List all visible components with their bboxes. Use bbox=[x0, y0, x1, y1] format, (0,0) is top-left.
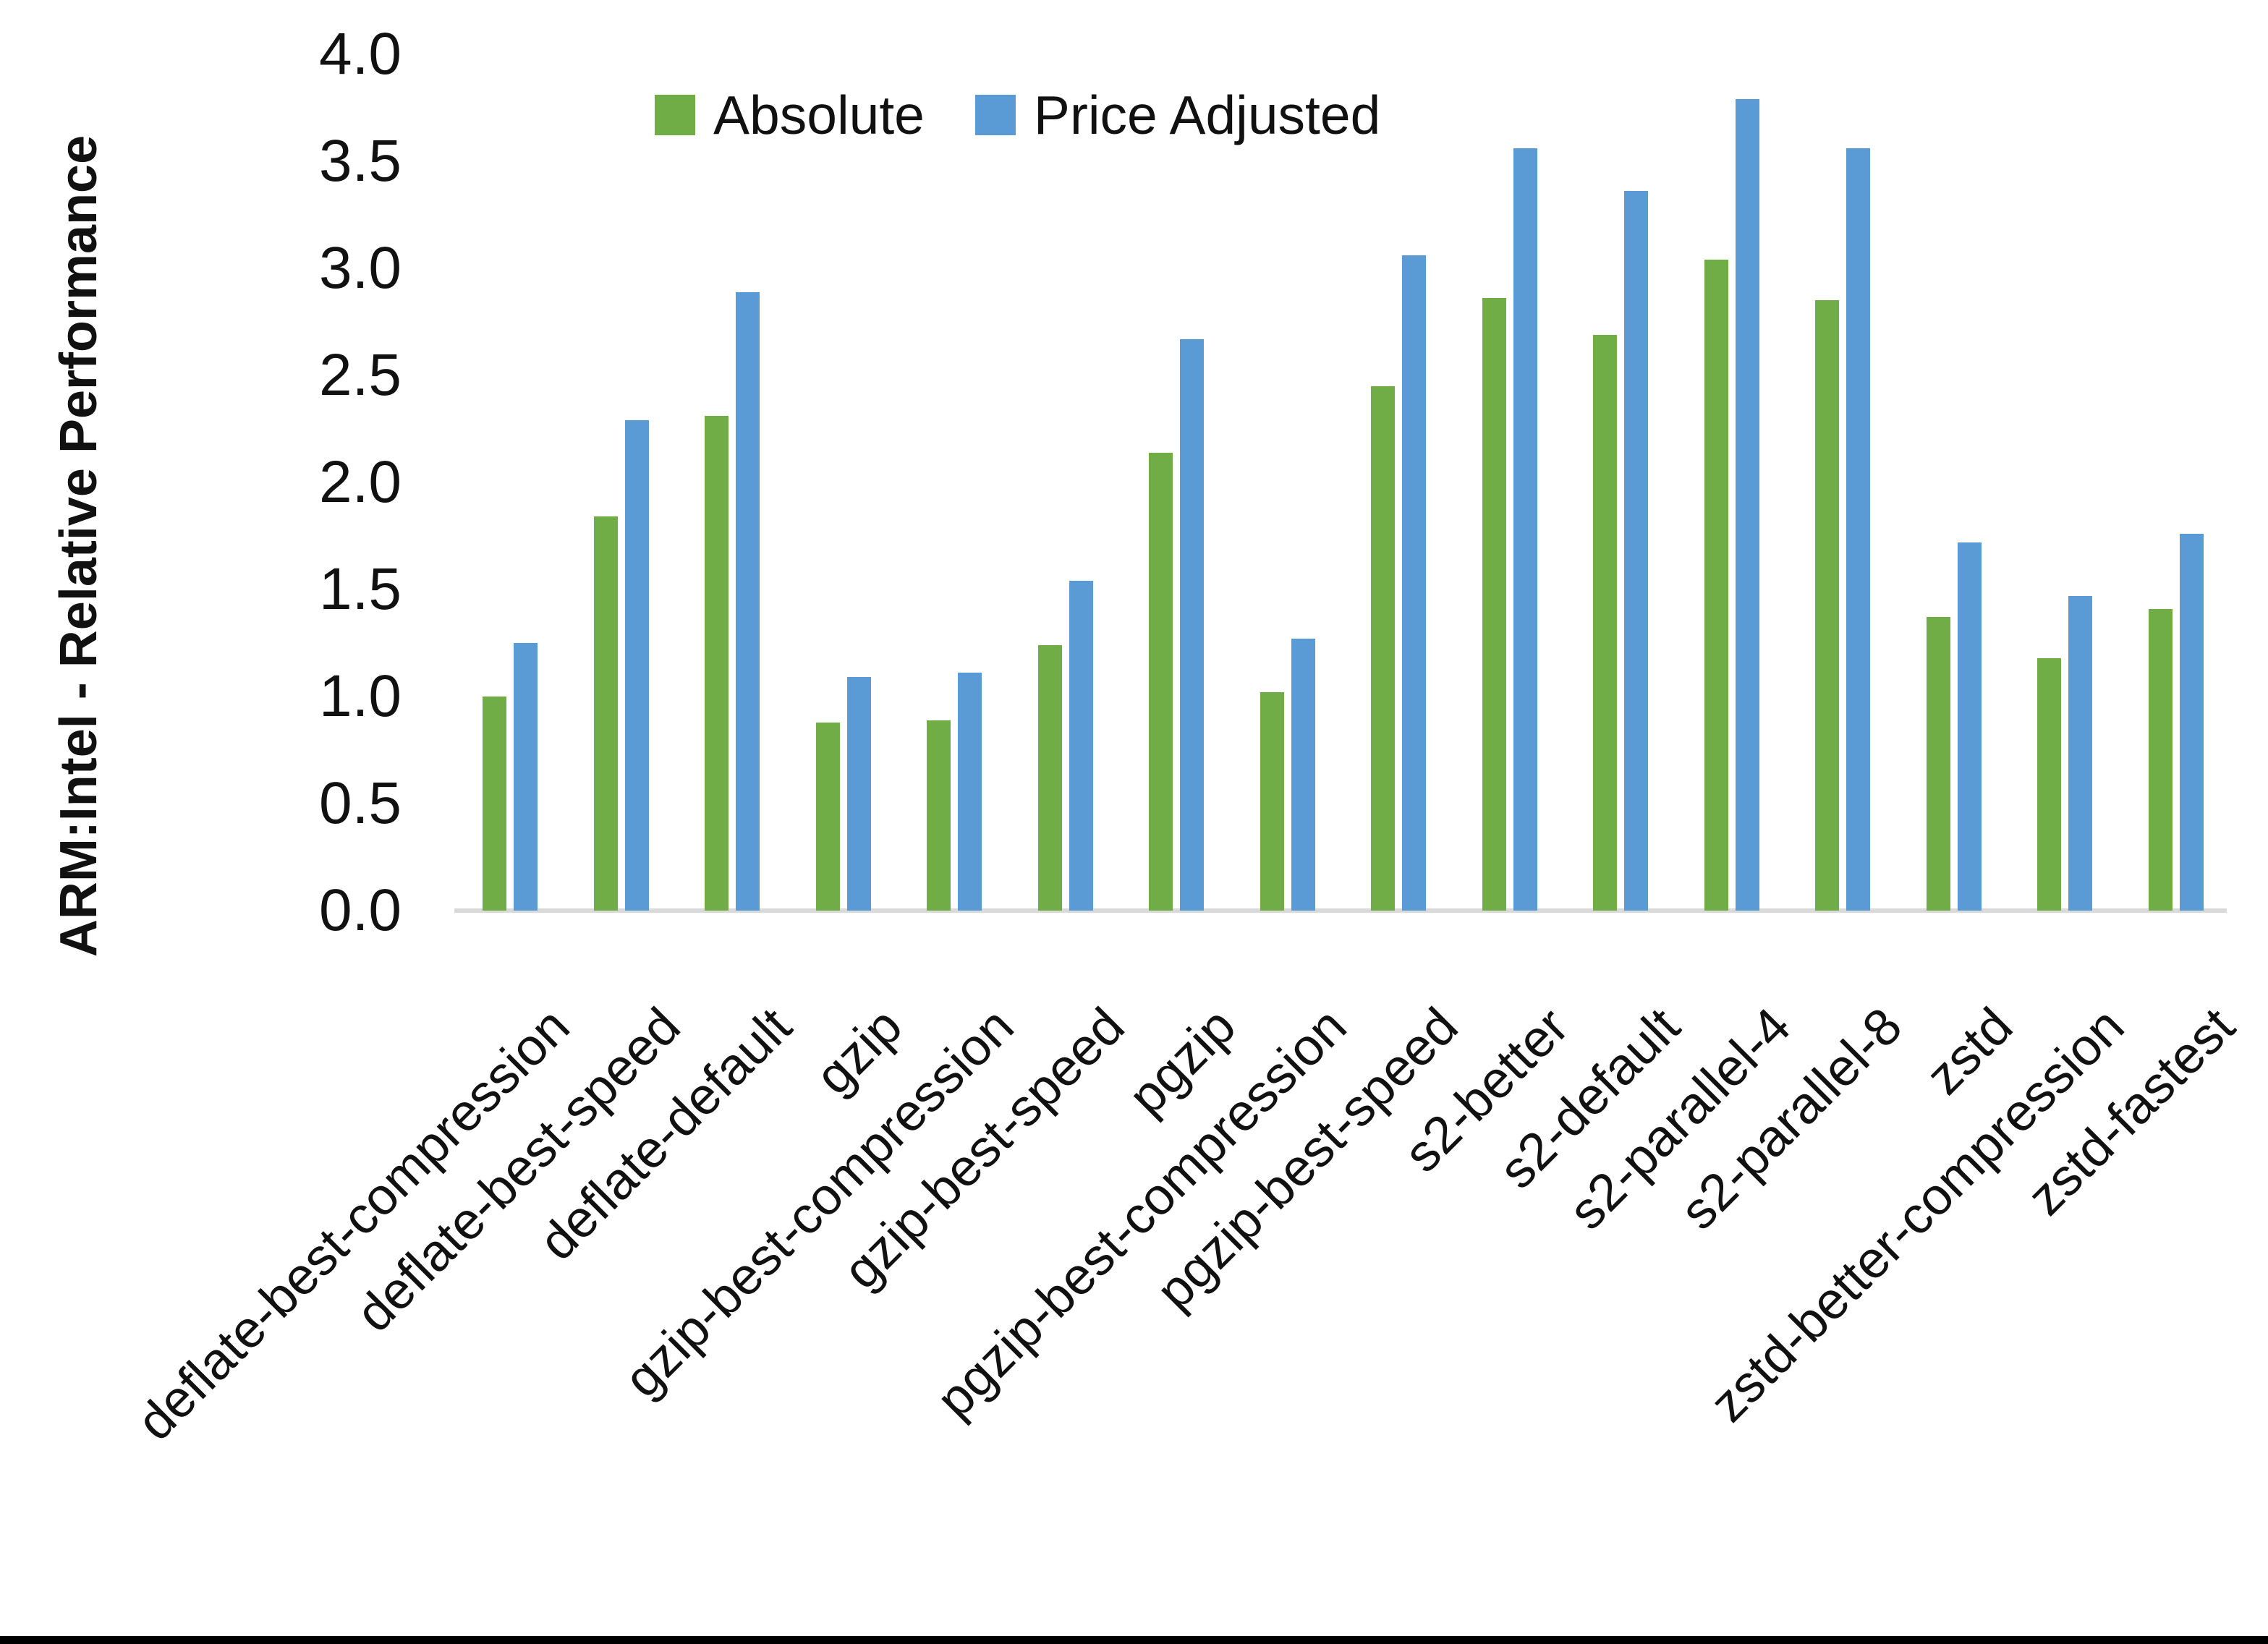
bar-price-adjusted-gzip-best-compression bbox=[958, 673, 982, 911]
legend-swatch-price-adjusted bbox=[974, 95, 1016, 135]
bar-price-adjusted-zstd bbox=[1958, 542, 1982, 911]
bar-price-adjusted-s2-parallel-8 bbox=[1846, 148, 1870, 911]
legend-swatch-absolute bbox=[655, 95, 695, 135]
bar-absolute-zstd-fastest bbox=[2149, 609, 2173, 911]
bar-absolute-zstd bbox=[1927, 617, 1950, 911]
bar-price-adjusted-pgzip-best-speed bbox=[1402, 255, 1426, 911]
y-axis-title: ARM:Intel - Relative Performance bbox=[50, 135, 108, 958]
y-tick-3.0: 3.0 bbox=[319, 235, 402, 301]
bar-price-adjusted-s2-default bbox=[1624, 191, 1648, 911]
bar-absolute-s2-default bbox=[1593, 335, 1617, 911]
y-tick-0.5: 0.5 bbox=[319, 770, 402, 836]
bar-price-adjusted-pgzip bbox=[1180, 339, 1204, 911]
bar-absolute-pgzip bbox=[1149, 453, 1173, 911]
bar-absolute-s2-parallel-4 bbox=[1704, 260, 1728, 911]
x-label-deflate-best-compression: deflate-best-compression bbox=[125, 997, 581, 1452]
bar-absolute-gzip bbox=[816, 723, 840, 911]
bar-price-adjusted-gzip bbox=[847, 677, 871, 911]
bar-price-adjusted-zstd-fastest bbox=[2180, 534, 2204, 911]
y-tick-1.0: 1.0 bbox=[319, 663, 402, 729]
bar-absolute-deflate-best-speed bbox=[594, 516, 618, 911]
x-axis-line bbox=[454, 908, 2227, 913]
bar-absolute-zstd-better-compression bbox=[2037, 658, 2061, 911]
y-tick-2.5: 2.5 bbox=[319, 342, 402, 408]
bar-absolute-deflate-default bbox=[705, 416, 729, 911]
bar-price-adjusted-deflate-default bbox=[736, 292, 760, 911]
legend: Absolute Price Adjusted bbox=[655, 85, 1381, 145]
bar-absolute-gzip-best-compression bbox=[927, 720, 951, 911]
y-tick-3.5: 3.5 bbox=[319, 128, 402, 194]
bar-price-adjusted-s2-better bbox=[1513, 148, 1537, 911]
legend-item-price-adjusted: Price Adjusted bbox=[974, 85, 1381, 145]
legend-label-absolute: Absolute bbox=[713, 85, 925, 145]
bar-absolute-pgzip-best-compression bbox=[1260, 692, 1284, 911]
bar-absolute-pgzip-best-speed bbox=[1371, 386, 1395, 911]
bar-absolute-s2-parallel-8 bbox=[1815, 300, 1839, 911]
bar-absolute-gzip-best-speed bbox=[1038, 645, 1062, 911]
legend-label-price-adjusted: Price Adjusted bbox=[1033, 85, 1381, 145]
y-tick-2.0: 2.0 bbox=[319, 449, 402, 515]
y-tick-1.5: 1.5 bbox=[319, 556, 402, 622]
y-tick-4.0: 4.0 bbox=[319, 21, 402, 87]
y-tick-0.0: 0.0 bbox=[319, 877, 402, 943]
bottom-border bbox=[0, 1636, 2268, 1644]
legend-item-absolute: Absolute bbox=[655, 85, 925, 145]
bar-price-adjusted-zstd-better-compression bbox=[2068, 596, 2092, 911]
bar-price-adjusted-pgzip-best-compression bbox=[1291, 639, 1315, 911]
bar-price-adjusted-s2-parallel-4 bbox=[1736, 99, 1759, 911]
bar-absolute-s2-better bbox=[1482, 298, 1506, 911]
bar-absolute-deflate-best-compression bbox=[483, 697, 506, 911]
bar-price-adjusted-gzip-best-speed bbox=[1069, 581, 1093, 911]
bar-price-adjusted-deflate-best-speed bbox=[625, 420, 649, 911]
bar-price-adjusted-deflate-best-compression bbox=[514, 643, 538, 911]
